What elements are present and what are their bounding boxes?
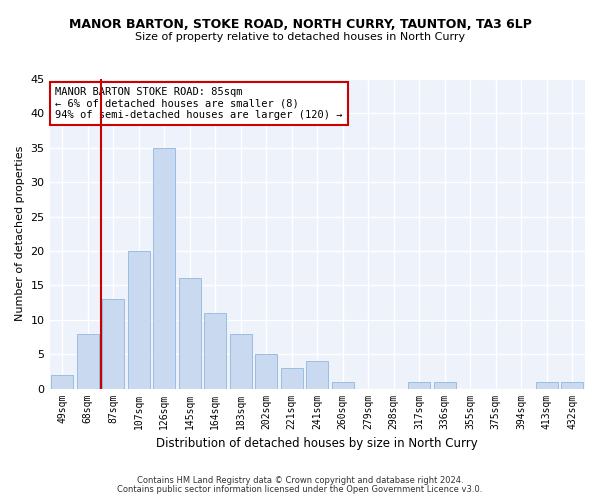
Bar	[52, 375, 73, 388]
Bar	[154, 148, 175, 388]
Text: Contains public sector information licensed under the Open Government Licence v3: Contains public sector information licen…	[118, 485, 482, 494]
Bar	[409, 382, 430, 388]
Text: MANOR BARTON, STOKE ROAD, NORTH CURRY, TAUNTON, TA3 6LP: MANOR BARTON, STOKE ROAD, NORTH CURRY, T…	[68, 18, 532, 30]
Bar	[536, 382, 557, 388]
Bar	[562, 382, 583, 388]
Text: Size of property relative to detached houses in North Curry: Size of property relative to detached ho…	[135, 32, 465, 42]
Bar	[434, 382, 455, 388]
Bar	[332, 382, 353, 388]
Bar	[103, 299, 124, 388]
Text: Contains HM Land Registry data © Crown copyright and database right 2024.: Contains HM Land Registry data © Crown c…	[137, 476, 463, 485]
Y-axis label: Number of detached properties: Number of detached properties	[15, 146, 25, 322]
Bar	[179, 278, 200, 388]
Bar	[128, 251, 149, 388]
Bar	[77, 334, 98, 388]
Bar	[281, 368, 302, 388]
X-axis label: Distribution of detached houses by size in North Curry: Distribution of detached houses by size …	[157, 437, 478, 450]
Bar	[205, 313, 226, 388]
Text: MANOR BARTON STOKE ROAD: 85sqm
← 6% of detached houses are smaller (8)
94% of se: MANOR BARTON STOKE ROAD: 85sqm ← 6% of d…	[55, 86, 343, 120]
Bar	[230, 334, 251, 388]
Bar	[307, 361, 328, 388]
Bar	[256, 354, 277, 388]
